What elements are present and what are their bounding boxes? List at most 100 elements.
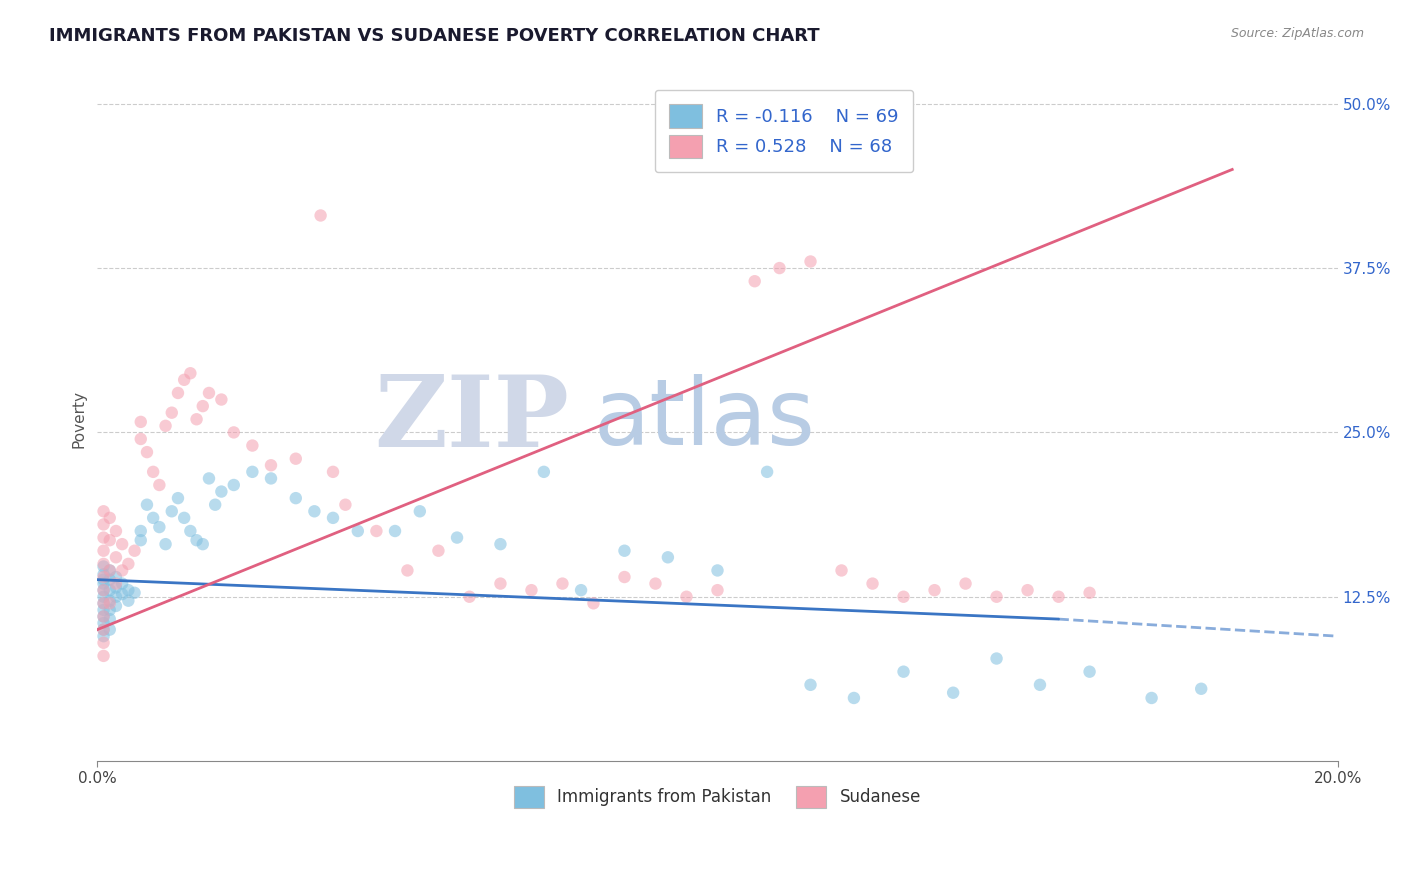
- Point: [104, 524, 127, 538]
- Point: [222, 478, 245, 492]
- Point: [104, 581, 127, 595]
- Point: [98, 583, 121, 598]
- Point: [862, 576, 884, 591]
- Point: [93, 623, 115, 637]
- Point: [582, 596, 605, 610]
- Point: [93, 504, 115, 518]
- Point: [893, 665, 915, 679]
- Point: [93, 596, 115, 610]
- Point: [93, 583, 115, 598]
- Point: [93, 570, 115, 584]
- Point: [93, 603, 115, 617]
- Point: [111, 587, 134, 601]
- Point: [117, 593, 139, 607]
- Point: [160, 406, 183, 420]
- Point: [173, 373, 195, 387]
- Point: [322, 511, 344, 525]
- Point: [209, 484, 232, 499]
- Point: [93, 517, 115, 532]
- Point: [93, 623, 115, 637]
- Point: [98, 533, 121, 548]
- Point: [458, 590, 481, 604]
- Point: [186, 412, 208, 426]
- Point: [842, 690, 865, 705]
- Point: [260, 458, 283, 473]
- Point: [93, 583, 115, 598]
- Point: [613, 543, 636, 558]
- Point: [117, 557, 139, 571]
- Point: [93, 609, 115, 624]
- Point: [98, 564, 121, 578]
- Point: [489, 537, 512, 551]
- Point: [1078, 586, 1101, 600]
- Point: [124, 586, 146, 600]
- Point: [569, 583, 592, 598]
- Point: [179, 524, 201, 538]
- Point: [93, 543, 115, 558]
- Point: [98, 564, 121, 578]
- Text: IMMIGRANTS FROM PAKISTAN VS SUDANESE POVERTY CORRELATION CHART: IMMIGRANTS FROM PAKISTAN VS SUDANESE POV…: [49, 27, 820, 45]
- Point: [167, 491, 190, 505]
- Legend: Immigrants from Pakistan, Sudanese: Immigrants from Pakistan, Sudanese: [508, 780, 928, 814]
- Point: [93, 648, 115, 663]
- Point: [104, 590, 127, 604]
- Point: [942, 686, 965, 700]
- Point: [98, 573, 121, 587]
- Point: [744, 274, 766, 288]
- Point: [613, 570, 636, 584]
- Point: [155, 537, 177, 551]
- Point: [384, 524, 406, 538]
- Point: [93, 590, 115, 604]
- Point: [98, 596, 121, 610]
- Point: [104, 570, 127, 584]
- Point: [167, 386, 190, 401]
- Point: [148, 520, 170, 534]
- Point: [986, 590, 1008, 604]
- Point: [98, 612, 121, 626]
- Point: [155, 418, 177, 433]
- Point: [366, 524, 388, 538]
- Point: [706, 583, 728, 598]
- Point: [706, 564, 728, 578]
- Point: [179, 366, 201, 380]
- Point: [117, 583, 139, 598]
- Point: [136, 498, 159, 512]
- Point: [129, 415, 152, 429]
- Point: [93, 615, 115, 630]
- Point: [242, 465, 264, 479]
- Point: [93, 609, 115, 624]
- Text: Source: ZipAtlas.com: Source: ZipAtlas.com: [1230, 27, 1364, 40]
- Point: [93, 573, 115, 587]
- Point: [93, 636, 115, 650]
- Point: [955, 576, 977, 591]
- Point: [98, 511, 121, 525]
- Point: [260, 471, 283, 485]
- Point: [204, 498, 226, 512]
- Point: [1029, 678, 1052, 692]
- Point: [520, 583, 543, 598]
- Point: [346, 524, 368, 538]
- Point: [675, 590, 697, 604]
- Point: [173, 511, 195, 525]
- Point: [93, 531, 115, 545]
- Point: [284, 451, 307, 466]
- Point: [104, 576, 127, 591]
- Point: [309, 209, 332, 223]
- Point: [799, 254, 821, 268]
- Point: [148, 478, 170, 492]
- Point: [446, 531, 468, 545]
- Point: [160, 504, 183, 518]
- Point: [93, 559, 115, 574]
- Point: [129, 432, 152, 446]
- Point: [924, 583, 946, 598]
- Point: [242, 438, 264, 452]
- Point: [129, 524, 152, 538]
- Point: [93, 557, 115, 571]
- Point: [104, 599, 127, 613]
- Point: [93, 596, 115, 610]
- Point: [1140, 690, 1163, 705]
- Point: [533, 465, 555, 479]
- Point: [93, 629, 115, 643]
- Point: [799, 678, 821, 692]
- Point: [222, 425, 245, 440]
